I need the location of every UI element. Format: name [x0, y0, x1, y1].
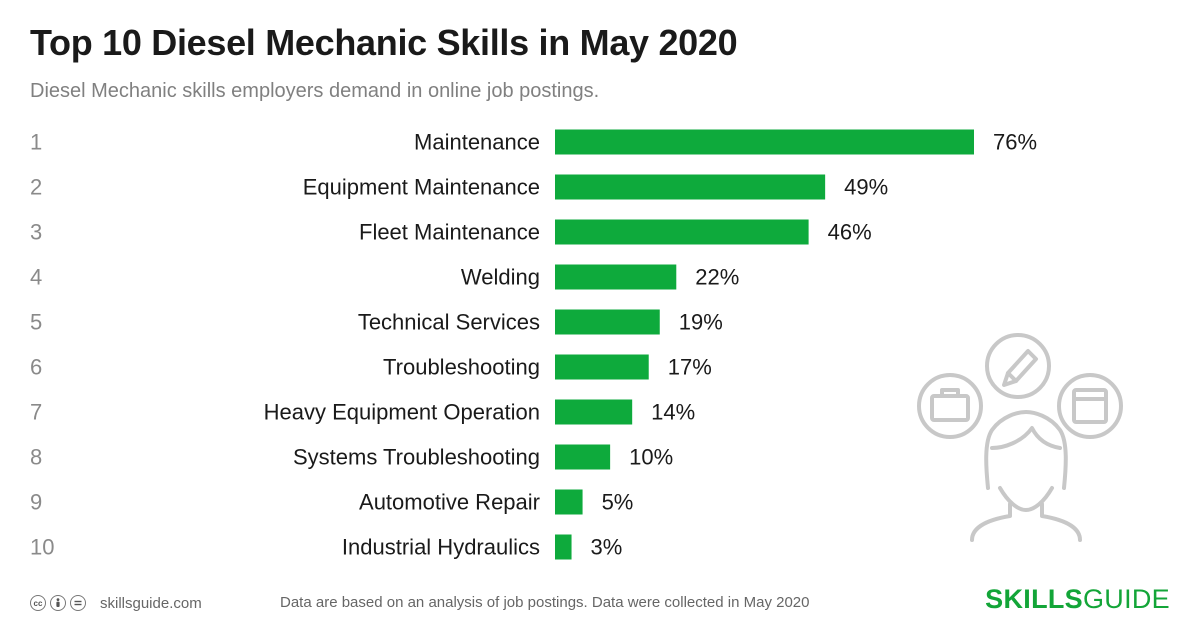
category-label: Equipment Maintenance	[303, 175, 540, 200]
value-label: 76%	[993, 130, 1037, 155]
bar	[555, 219, 809, 245]
footer-site-link[interactable]: skillsguide.com	[100, 594, 202, 612]
bar	[555, 309, 660, 335]
category-label: Troubleshooting	[383, 355, 540, 380]
bar	[555, 399, 633, 425]
rank-label: 8	[30, 445, 42, 470]
value-label: 19%	[679, 310, 723, 335]
rank-label: 7	[30, 400, 42, 425]
bar	[555, 264, 677, 290]
person-icon	[970, 410, 1082, 542]
category-label: Welding	[461, 265, 540, 290]
category-label: Systems Troubleshooting	[293, 445, 540, 470]
bar	[555, 444, 611, 470]
value-label: 5%	[602, 490, 634, 515]
rank-label: 3	[30, 220, 42, 245]
bar	[555, 489, 583, 515]
value-label: 46%	[828, 220, 872, 245]
rank-label: 4	[30, 265, 42, 290]
page-subtitle: Diesel Mechanic skills employers demand …	[30, 80, 600, 102]
bar	[555, 129, 974, 155]
rank-label: 9	[30, 490, 42, 515]
by-icon	[50, 595, 66, 611]
footer-note: Data are based on an analysis of job pos…	[280, 594, 810, 611]
category-label: Maintenance	[414, 130, 540, 155]
bar	[555, 534, 572, 560]
value-label: 22%	[695, 265, 739, 290]
brand-logo: SKILLSGUIDE	[985, 584, 1170, 614]
rank-label: 5	[30, 310, 42, 335]
category-label: Fleet Maintenance	[359, 220, 540, 245]
value-label: 3%	[591, 535, 623, 560]
category-label: Automotive Repair	[359, 490, 540, 515]
value-label: 49%	[844, 175, 888, 200]
nd-icon	[70, 595, 86, 611]
briefcase-icon	[917, 373, 983, 439]
pencil-icon	[985, 333, 1051, 399]
footer-license: cc skillsguide.com	[30, 592, 202, 614]
skills-bar-chart: 1 Maintenance 76% 2 Equipment Maintenance 49%…	[30, 129, 1037, 560]
value-label: 14%	[651, 400, 695, 425]
category-label: Heavy Equipment Operation	[264, 400, 540, 425]
bar	[555, 174, 826, 200]
value-label: 10%	[629, 445, 673, 470]
category-label: Industrial Hydraulics	[342, 535, 540, 560]
rank-label: 1	[30, 130, 42, 155]
browser-window-icon	[1057, 373, 1123, 439]
rank-label: 10	[30, 535, 54, 560]
rank-label: 2	[30, 175, 42, 200]
value-label: 17%	[668, 355, 712, 380]
cc-icon: cc	[30, 595, 46, 611]
bar	[555, 354, 649, 380]
category-label: Technical Services	[358, 310, 540, 335]
rank-label: 6	[30, 355, 42, 380]
page-title: Top 10 Diesel Mechanic Skills in May 202…	[30, 22, 738, 63]
